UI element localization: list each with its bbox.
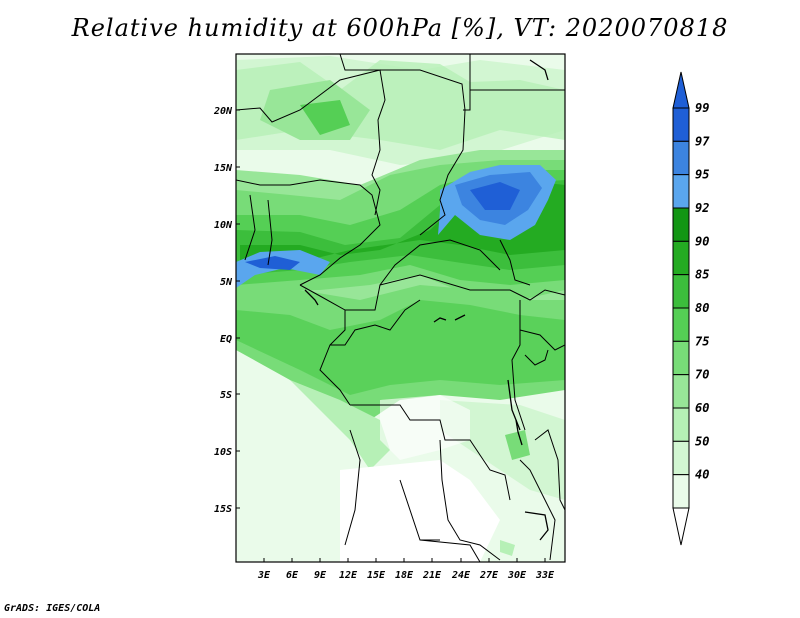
lon-ticks (263, 558, 546, 562)
colorbar-label: 60 (695, 401, 709, 415)
colorbar-segment (672, 440, 690, 476)
colorbar-segment (672, 407, 690, 442)
map-frame (235, 53, 566, 563)
lat-label: EQ (220, 334, 232, 345)
colorbar-label: 92 (695, 201, 709, 215)
lon-label: 15E (367, 570, 386, 581)
credit-text: GrADS: IGES/COLA (4, 603, 101, 614)
lat-ticks (236, 109, 240, 509)
lon-label: 21E (422, 570, 442, 581)
colorbar-top-arrow (672, 71, 690, 109)
lat-label: 15N (214, 163, 233, 174)
colorbar-label: 70 (695, 368, 709, 382)
colorbar-segment (672, 107, 690, 142)
colorbar-segment (672, 274, 690, 309)
lon-label: 9E (314, 570, 327, 581)
colorbar-label: 50 (695, 434, 709, 448)
lon-label: 27E (479, 570, 499, 581)
colorbar-label: 40 (695, 468, 709, 482)
colorbar-label: 97 (695, 134, 710, 148)
colorbar-label: 80 (695, 301, 709, 315)
lat-label: 10S (214, 447, 232, 458)
lon-axis: 3E 6E 9E 12E 15E 18E 21E 24E 27E 30E 33E (257, 570, 555, 581)
lon-label: 12E (339, 570, 358, 581)
colorbar-label: 99 (695, 101, 709, 115)
humidity-field (236, 54, 565, 562)
colorbar-segment (672, 174, 690, 209)
lat-axis: 20N 15N 10N 5N EQ 5S 10S 15S (213, 106, 233, 515)
colorbar-label: 95 (695, 168, 709, 182)
colorbar-segment (672, 207, 690, 242)
colorbar-label: 90 (695, 234, 709, 248)
lat-label: 5N (220, 277, 233, 288)
lakes (304, 59, 549, 541)
colorbar-label: 75 (695, 334, 709, 348)
lon-label: 30E (507, 570, 527, 581)
lat-label: 15S (214, 504, 232, 515)
lon-label: 24E (451, 570, 471, 581)
lon-label: 3E (257, 570, 271, 581)
country-borders (236, 54, 565, 562)
colorbar-segment (672, 307, 690, 342)
lon-label: 33E (535, 570, 555, 581)
colorbar-segment (672, 140, 690, 176)
colorbar: 99 97 95 92 90 85 80 75 70 60 50 40 (672, 71, 710, 546)
lon-label: 6E (286, 570, 299, 581)
lat-label: 10N (214, 220, 233, 231)
colorbar-segment (672, 240, 690, 276)
colorbar-label: 85 (695, 268, 709, 282)
map-title: Relative humidity at 600hPa [%], VT: 202… (71, 14, 729, 42)
colorbar-bottom-arrow (672, 507, 690, 546)
colorbar-segment (672, 340, 690, 376)
lat-label: 5S (220, 390, 232, 401)
lon-label: 18E (395, 570, 414, 581)
lat-label: 20N (213, 106, 233, 117)
colorbar-segment (672, 474, 690, 509)
colorbar-segment (672, 374, 690, 409)
